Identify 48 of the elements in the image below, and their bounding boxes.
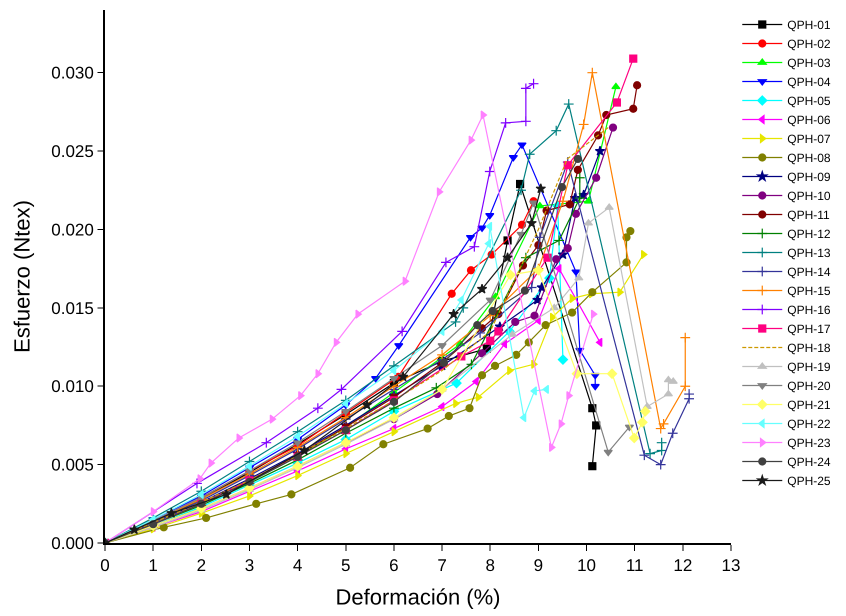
legend-label: QPH-11	[787, 208, 830, 222]
legend-label: QPH-14	[787, 265, 831, 280]
y-tick-label: 0.025	[51, 142, 94, 162]
legend-label: QPH-17	[787, 322, 831, 336]
legend-label: QPH-21	[787, 398, 831, 412]
legend-label: QPH-15	[787, 284, 831, 298]
x-tick-label: 0	[100, 556, 110, 576]
legend-label: QPH-09	[787, 170, 831, 184]
y-tick-label: 0.000	[51, 534, 94, 553]
legend-label: QPH-05	[787, 94, 831, 108]
x-axis-title: Deformación (%)	[335, 584, 501, 610]
y-tick-label: 0.020	[51, 220, 94, 240]
x-tick-label: 9	[534, 556, 544, 576]
x-tick-label: 11	[626, 556, 644, 576]
legend-label: QPH-12	[787, 227, 831, 242]
legend-label: QPH-23	[787, 436, 831, 450]
y-tick-label: 0.015	[51, 298, 94, 318]
y-tick-label: 0.010	[51, 377, 94, 396]
legend-label: QPH-03	[787, 56, 831, 70]
legend-label: QPH-13	[787, 246, 831, 260]
x-tick-label: 1	[148, 556, 158, 576]
x-tick-label: 3	[244, 556, 254, 576]
legend-label: QPH-25	[787, 474, 831, 488]
x-tick-label: 12	[673, 556, 692, 576]
legend-label: QPH-08	[787, 151, 831, 166]
legend-label: QPH-22	[787, 417, 831, 432]
legend-label: QPH-24	[787, 455, 831, 470]
x-tick-label: 6	[389, 556, 399, 576]
y-tick-label: 0.030	[51, 64, 94, 83]
x-tick-label: 10	[577, 556, 596, 576]
legend-label: QPH-07	[787, 132, 831, 146]
x-tick-label: 13	[722, 556, 740, 576]
legend-label: QPH-16	[787, 303, 831, 318]
y-tick-label: 0.005	[51, 456, 94, 475]
legend-label: QPH-18	[787, 341, 831, 356]
x-tick-label: 7	[437, 556, 447, 576]
x-tick-label: 4	[292, 556, 302, 576]
legend-label: QPH-06	[787, 113, 831, 128]
x-tick-label: 5	[341, 556, 351, 576]
y-axis-title: Esfuerzo (Ntex)	[10, 200, 35, 353]
legend-label: QPH-02	[787, 37, 831, 52]
legend-label: QPH-19	[787, 360, 831, 374]
x-tick-label: 8	[485, 556, 495, 576]
legend-label: QPH-20	[787, 379, 831, 394]
legend-label: QPH-01	[787, 18, 831, 32]
legend-label: QPH-04	[787, 75, 831, 90]
legend-label: QPH-10	[787, 189, 831, 204]
x-tick-label: 2	[196, 556, 206, 576]
